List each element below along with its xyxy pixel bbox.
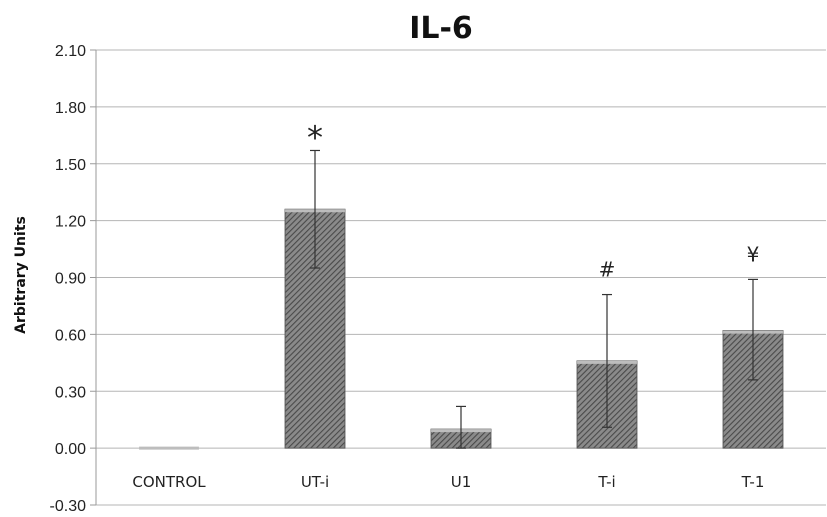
y-axis-label: Arbitrary Units xyxy=(13,216,29,334)
x-category-label: T-i xyxy=(597,473,615,491)
gridlines xyxy=(96,49,826,506)
y-tick-label: 0.90 xyxy=(55,271,86,288)
y-tick-label: 1.20 xyxy=(55,214,86,231)
significance-mark: # xyxy=(599,258,616,282)
significance-mark: ¥ xyxy=(747,242,760,266)
y-tick-label: 0.60 xyxy=(55,327,86,344)
x-category-label: T-1 xyxy=(741,473,765,491)
y-tick-label: -0.30 xyxy=(50,498,87,515)
y-tick-label: 1.80 xyxy=(55,100,86,117)
error-bars xyxy=(310,149,758,449)
y-axis-ticks: 2.10 1.80 1.50 1.20 0.90 0.60 0.30 0.00 -0.30 xyxy=(50,43,96,515)
significance-mark: * xyxy=(307,118,323,156)
y-tick-label: 2.10 xyxy=(55,43,86,60)
y-tick-label: 0.30 xyxy=(55,384,86,401)
category-labels: CONTROL UT-i U1 T-i T-1 xyxy=(132,473,764,491)
x-category-label: UT-i xyxy=(301,473,329,491)
y-tick-label: 0.00 xyxy=(55,441,86,458)
y-tick-label: 1.50 xyxy=(55,157,86,174)
x-category-label: U1 xyxy=(451,473,472,491)
chart-title: IL-6 xyxy=(409,11,473,46)
significance-marks: * # ¥ xyxy=(307,118,759,281)
x-category-label: CONTROL xyxy=(132,473,206,491)
